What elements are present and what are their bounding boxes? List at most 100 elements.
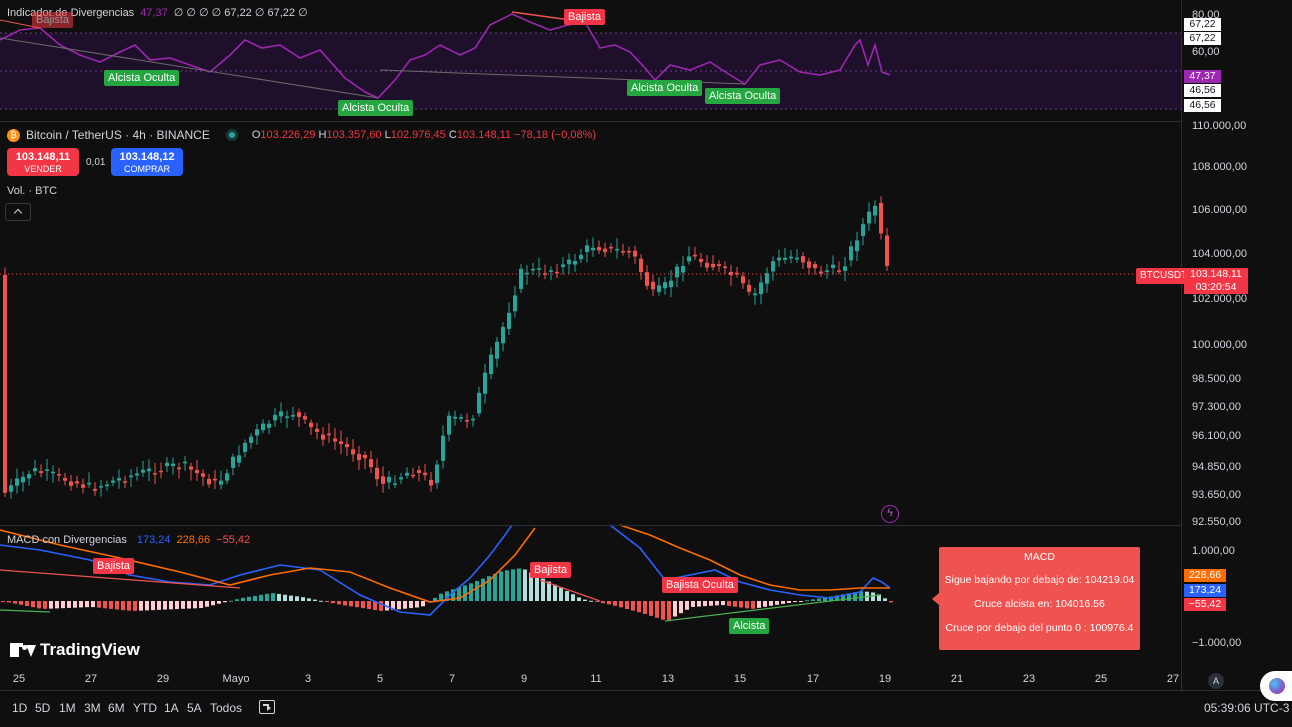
macd-histogram-bar [343,601,347,606]
timeframe-ytd[interactable]: YTD [133,701,157,715]
ohlc-high-label: H [318,129,327,141]
candle-body [423,472,427,476]
sell-button[interactable]: 103.148,11 VENDER [7,148,79,176]
macd-histogram-bar [115,601,119,610]
candle-body [795,257,799,260]
tradingview-logo[interactable]: TradingView [10,640,140,660]
price-axis-label: 106.000,00 [1192,204,1248,216]
macd-histogram-bar [571,594,575,601]
collapse-button[interactable] [5,203,31,221]
ohlc-close: 103.148,11 [456,129,512,141]
macd-histogram-bar [859,591,863,601]
flash-icon[interactable]: ϟ [881,505,899,523]
macd-histogram-bar [133,601,137,611]
candle-body [135,473,139,476]
clock[interactable]: 05:39:06 UTC-3 [1204,701,1290,715]
candle-body [573,261,577,265]
timeframe-todos[interactable]: Todos [210,701,243,715]
macd-histogram-bar [31,601,35,608]
timeframe-5a[interactable]: 5A [187,701,202,715]
macd-histogram-bar [445,591,449,601]
macd-tag-alcista: Alcista [729,618,770,634]
macd-hist-label: −55,42 [1184,598,1226,611]
volume-legend[interactable]: Vol. · BTC [7,185,58,197]
price-axis-label: 97.300,00 [1192,401,1241,413]
candle-body [39,471,43,474]
macd-histogram-bar [409,601,413,609]
candle-body [441,435,445,461]
symbol-legend[interactable]: ₿ Bitcoin / TetherUS · 4h · BINANCE O103… [7,128,596,142]
candle-body [465,420,469,422]
macd-histogram-bar [679,601,683,614]
candle-body [249,436,253,443]
candle-body [825,270,829,272]
macd-histogram-bar [589,600,593,602]
timeframe-1d[interactable]: 1D [12,701,28,715]
date-range-icon[interactable] [259,700,275,714]
price-axis-label: 108.000,00 [1192,161,1248,173]
candle-body [33,468,37,472]
macd-histogram-bar [745,601,749,609]
macd-histogram-bar [793,601,797,603]
macd-histogram-bar [367,601,371,610]
rsi-tag-alcista-oculta-2: Alcista Oculta [338,100,414,116]
symbol-title[interactable]: Bitcoin / TetherUS · 4h · BINANCE [26,128,210,142]
macd-histogram-bar [889,601,893,603]
ohlc-close-label: C [448,129,457,141]
macd-histogram-bar [145,601,149,611]
candle-body [153,473,157,475]
macd-histogram-bar [415,601,419,608]
buy-button[interactable]: 103.148,12 COMPRAR [111,148,183,176]
macd-histogram-bar [55,601,59,609]
macd-line-label: 173,24 [1184,584,1226,597]
macd-histogram-bar [601,601,605,604]
macd-histogram-bar [109,601,113,609]
candle-body [369,459,373,468]
timeframe-3m[interactable]: 3M [84,701,101,715]
macd-histogram-bar [847,593,851,601]
auto-scale-button[interactable]: A [1208,673,1224,689]
macd-legend[interactable]: MACD con Divergencias 173,24 228,66 −55,… [7,534,250,546]
buy-label: COMPRAR [123,164,170,174]
candle-body [363,454,367,459]
macd-histogram-bar [325,601,329,602]
timeframe-6m[interactable]: 6M [108,701,125,715]
candle-body [93,488,97,491]
macd-histogram-bar [475,581,479,601]
candle-body [261,423,265,431]
macd-histogram-bar [853,592,857,601]
macd-histogram-bar [727,601,731,606]
timeframe-5d[interactable]: 5D [35,701,51,715]
timeframe-1m[interactable]: 1M [59,701,76,715]
candle-body [315,428,319,432]
candle-body [255,429,259,436]
macd-histogram-bar [787,601,791,603]
pane-divider-macd[interactable] [0,525,1181,526]
macd-histogram-bar [637,601,641,613]
chart-canvas[interactable] [0,0,1181,690]
date-axis-label: 9 [520,673,528,685]
price-axis-label: 93.650,00 [1192,489,1241,501]
macd-histogram-bar [139,601,143,611]
date-axis-label: 3 [304,673,312,685]
price-axis-label: 102.000,00 [1192,293,1248,305]
macd-histogram-bar [121,601,125,611]
pane-divider-rsi[interactable] [0,121,1181,122]
candle-body [651,281,655,290]
macd-signal-line-2 [619,524,890,591]
candle-body [813,264,817,269]
candle-body [165,462,169,467]
price-axis-label: 98.500,00 [1192,373,1241,385]
candle-body [867,211,871,224]
macd-popup[interactable]: MACD Sigue bajando por debajo de: 104219… [939,547,1140,650]
timeframe-1a[interactable]: 1A [164,701,179,715]
candle-body [831,264,835,268]
candle-body [285,416,289,418]
candle-body [351,449,355,455]
brain-assistant-icon[interactable] [1260,671,1292,701]
market-status-icon[interactable] [225,129,238,141]
candle-body [543,273,547,275]
candle-body [219,480,223,485]
macd-histogram-bar [157,601,161,610]
rsi-tag-bajista-top: Bajista [564,9,606,25]
